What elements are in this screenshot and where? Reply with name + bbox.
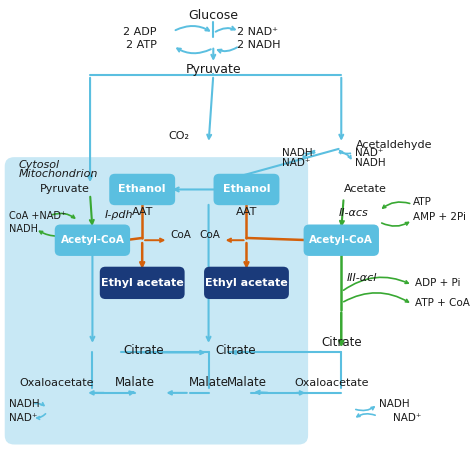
Text: NADH: NADH: [356, 158, 386, 168]
FancyBboxPatch shape: [204, 267, 289, 299]
Text: 2 NAD⁺: 2 NAD⁺: [237, 27, 278, 37]
Text: Acetate: Acetate: [344, 185, 386, 194]
Text: 2 ADP: 2 ADP: [123, 27, 156, 37]
Text: I-ρdh: I-ρdh: [104, 210, 133, 220]
Text: Ethyl acetate: Ethyl acetate: [101, 278, 183, 288]
Text: ATP + CoA: ATP + CoA: [415, 298, 470, 308]
Text: Ethyl acetate: Ethyl acetate: [205, 278, 288, 288]
FancyBboxPatch shape: [303, 224, 379, 256]
Text: 2 NADH: 2 NADH: [237, 40, 281, 50]
Text: NADH: NADH: [379, 399, 410, 409]
Text: Oxaloacetate: Oxaloacetate: [294, 378, 369, 388]
Text: AAT: AAT: [131, 207, 153, 217]
Text: Citrate: Citrate: [321, 336, 362, 349]
Text: Glucose: Glucose: [188, 9, 238, 22]
Text: Acetyl-CoA: Acetyl-CoA: [61, 235, 124, 245]
Text: AMP + 2Pi: AMP + 2Pi: [413, 212, 466, 222]
Text: Acetyl-CoA: Acetyl-CoA: [310, 235, 373, 245]
Text: NADH: NADH: [9, 399, 40, 409]
Text: CoA: CoA: [171, 230, 191, 240]
Text: Citrate: Citrate: [216, 344, 256, 357]
Text: NAD⁺: NAD⁺: [282, 158, 310, 168]
Text: ADP + Pi: ADP + Pi: [415, 278, 461, 288]
Text: Malate: Malate: [227, 377, 266, 389]
Text: NAD⁺: NAD⁺: [9, 414, 38, 423]
Text: Pyruvate: Pyruvate: [40, 185, 90, 194]
Text: Acetaldehyde: Acetaldehyde: [356, 140, 432, 150]
Text: NADH: NADH: [9, 224, 38, 234]
Text: Ethanol: Ethanol: [223, 185, 270, 194]
Text: CoA +NAD⁺: CoA +NAD⁺: [9, 211, 67, 220]
Text: II-αcs: II-αcs: [339, 208, 369, 218]
Text: 2 ATP: 2 ATP: [126, 40, 156, 50]
FancyBboxPatch shape: [213, 174, 279, 205]
Text: NADH: NADH: [282, 148, 313, 158]
Text: AAT: AAT: [236, 207, 257, 217]
Text: NAD⁺: NAD⁺: [393, 414, 422, 423]
Text: Oxaloacetate: Oxaloacetate: [19, 378, 94, 388]
Text: Cytosol: Cytosol: [19, 160, 60, 170]
Text: Pyruvate: Pyruvate: [185, 63, 241, 76]
FancyBboxPatch shape: [55, 224, 130, 256]
Text: ATP: ATP: [413, 197, 432, 207]
FancyBboxPatch shape: [5, 157, 308, 445]
FancyBboxPatch shape: [109, 174, 175, 205]
Text: Ethanol: Ethanol: [118, 185, 166, 194]
Text: Malate: Malate: [115, 377, 155, 389]
Text: Citrate: Citrate: [123, 344, 164, 357]
Text: Mitochondrion: Mitochondrion: [19, 169, 98, 179]
Text: III-αcl: III-αcl: [347, 273, 377, 283]
Text: CO₂: CO₂: [169, 131, 190, 141]
FancyBboxPatch shape: [100, 267, 184, 299]
Text: NAD⁺: NAD⁺: [356, 148, 384, 158]
Text: CoA: CoA: [200, 230, 220, 240]
Text: Malate: Malate: [189, 377, 228, 389]
